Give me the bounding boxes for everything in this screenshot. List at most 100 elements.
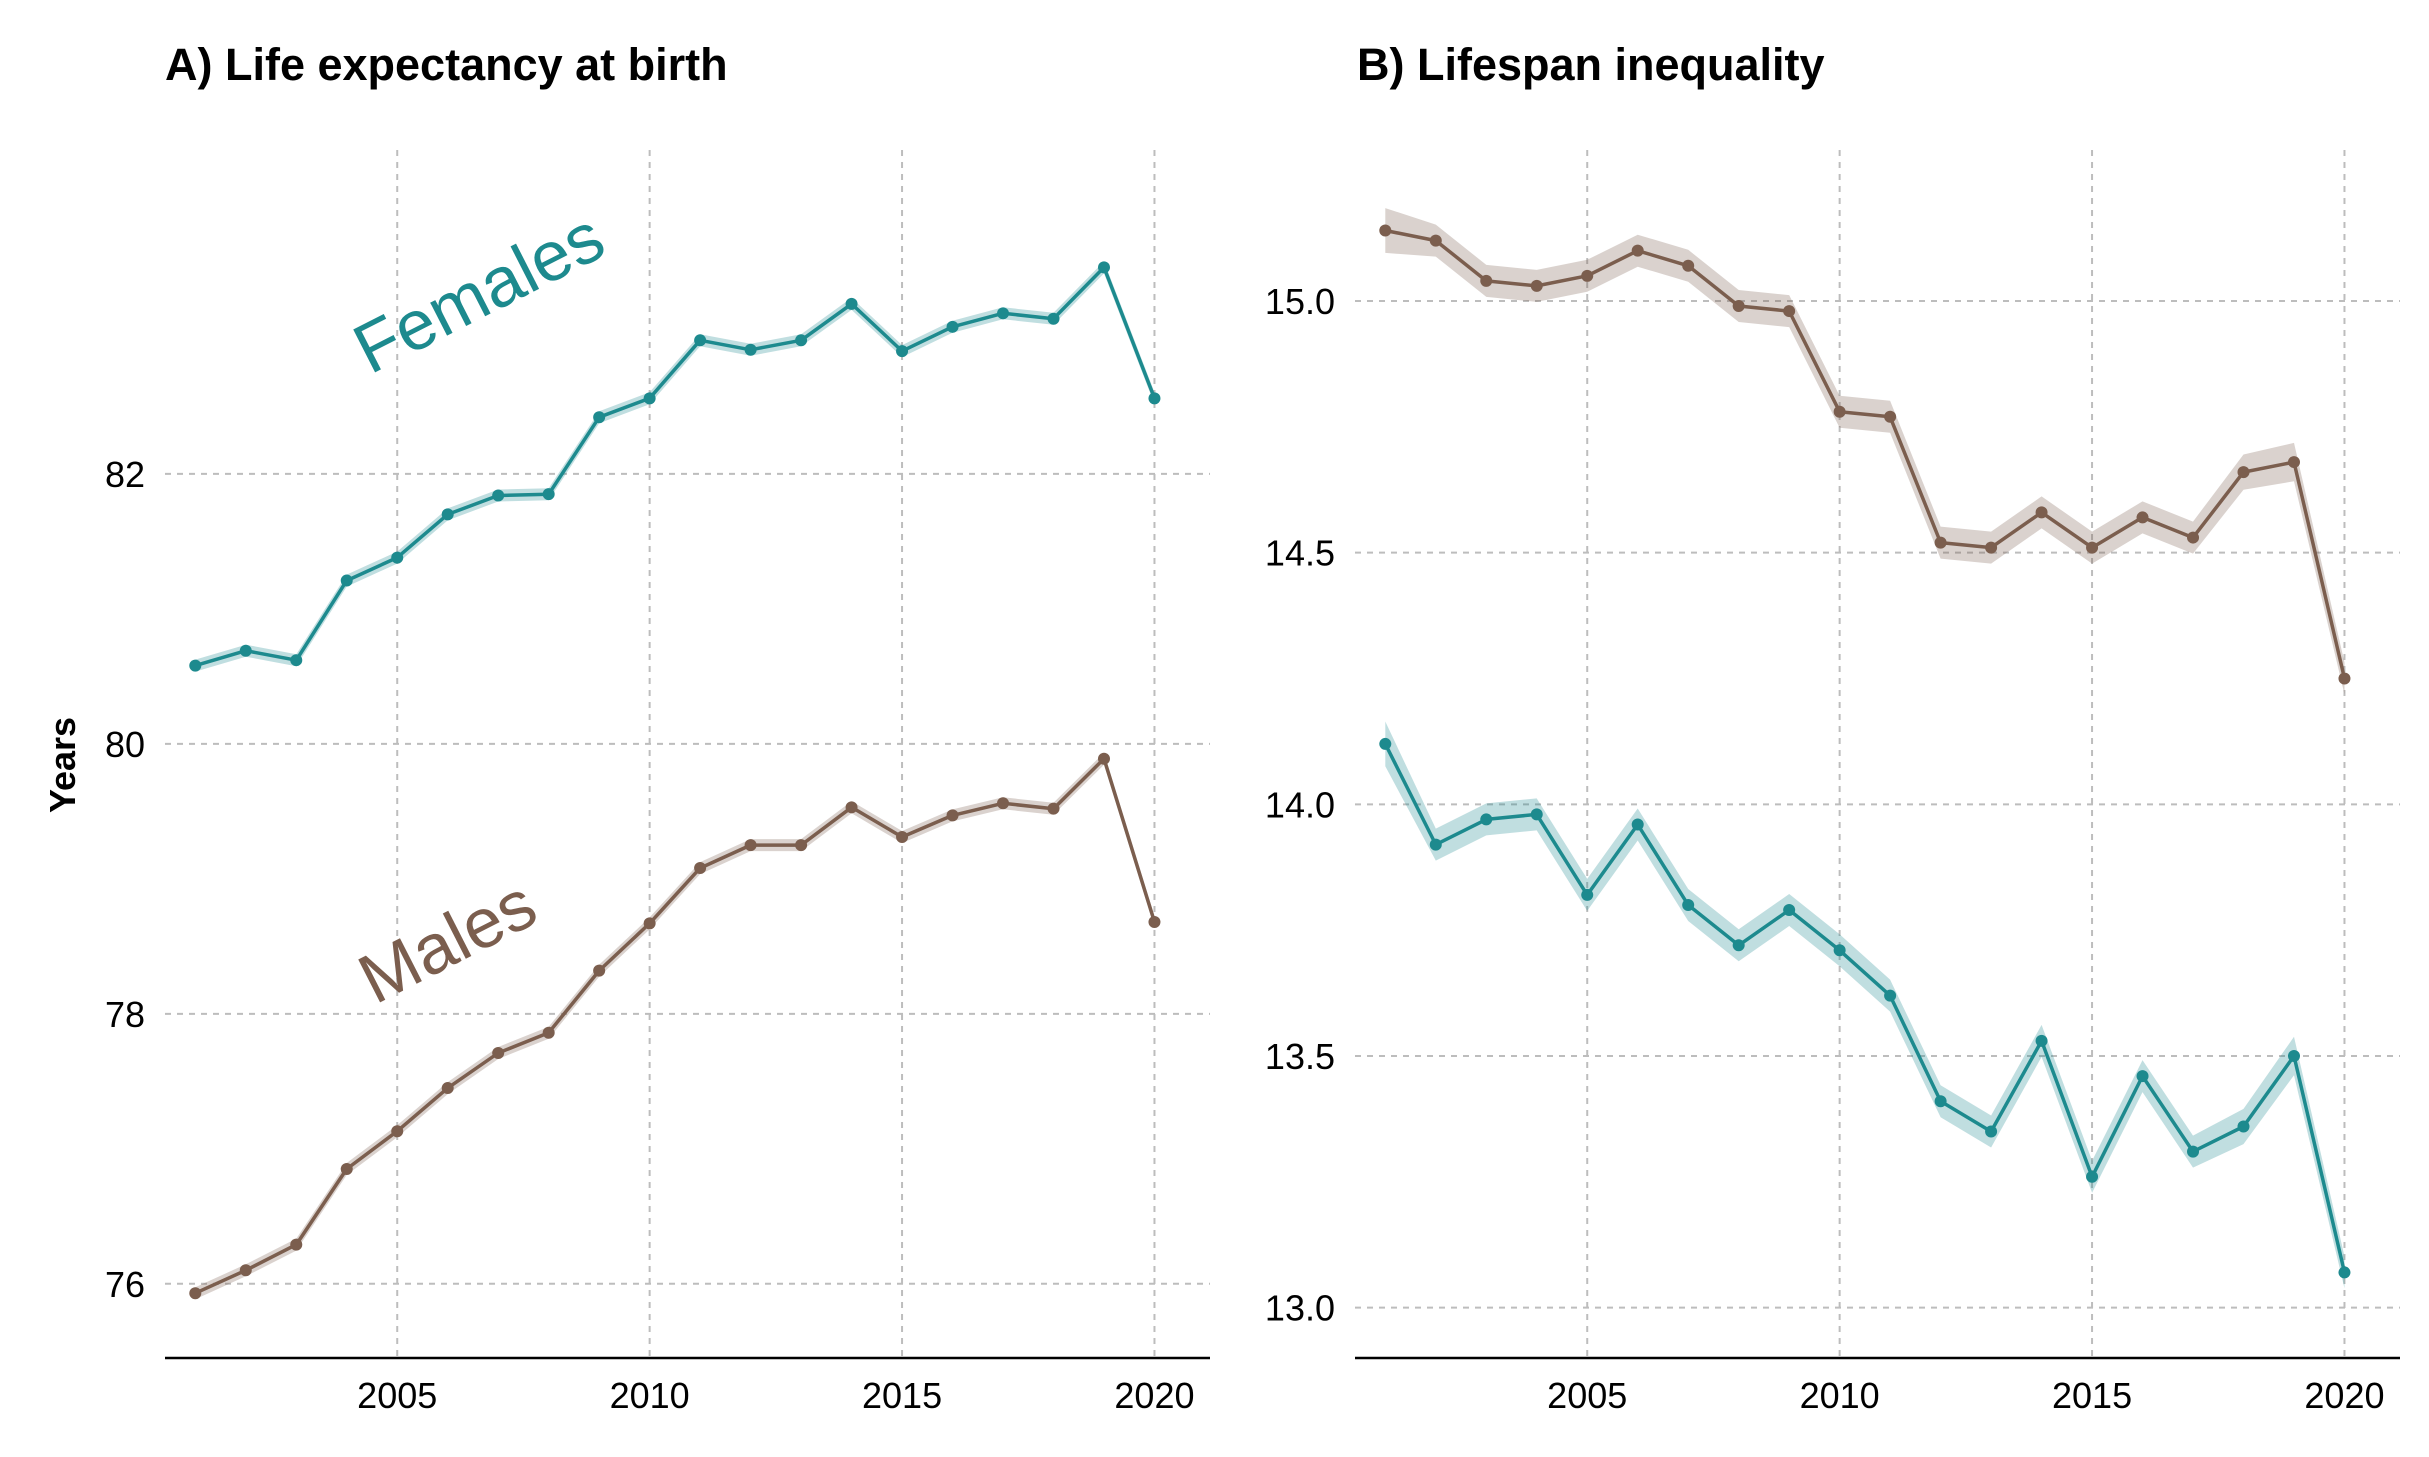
data-point bbox=[795, 839, 808, 852]
x-tick-label: 2015 bbox=[2052, 1375, 2132, 1416]
data-point bbox=[1530, 808, 1543, 821]
data-point bbox=[1429, 234, 1442, 247]
data-point bbox=[1047, 802, 1060, 815]
data-point bbox=[2086, 1170, 2099, 1183]
data-point bbox=[896, 831, 909, 844]
x-tick-label: 2015 bbox=[862, 1375, 942, 1416]
data-point bbox=[492, 1046, 505, 1059]
data-point bbox=[1631, 818, 1644, 831]
data-point bbox=[946, 809, 959, 822]
data-point bbox=[1732, 939, 1745, 952]
data-point bbox=[2136, 511, 2149, 524]
confidence-band bbox=[195, 752, 1155, 1300]
data-point bbox=[542, 488, 555, 501]
panel-b-tick-labels: 2005 2010 2015 2020 13.0 13.5 14.0 14.5 15.0 bbox=[1265, 281, 2385, 1416]
data-point bbox=[1884, 410, 1897, 423]
data-point bbox=[1934, 536, 1947, 549]
data-point bbox=[2035, 1034, 2048, 1047]
series-line bbox=[1384, 228, 2347, 679]
data-point bbox=[1732, 300, 1745, 313]
data-point bbox=[896, 345, 909, 358]
data-point bbox=[2035, 506, 2048, 519]
data-point bbox=[1581, 888, 1594, 901]
data-point bbox=[2237, 466, 2250, 479]
panel-a-data-points bbox=[189, 261, 1161, 1300]
data-point bbox=[643, 392, 656, 405]
x-tick-label: 2010 bbox=[1800, 1375, 1880, 1416]
x-tick-label: 2005 bbox=[357, 1375, 437, 1416]
data-point bbox=[997, 797, 1010, 810]
data-point bbox=[441, 1082, 454, 1095]
data-point bbox=[1480, 813, 1493, 826]
data-point bbox=[845, 297, 858, 310]
data-point bbox=[1581, 269, 1594, 282]
x-tick-label: 2010 bbox=[610, 1375, 690, 1416]
y-tick-label: 15.0 bbox=[1265, 281, 1335, 322]
data-point bbox=[593, 411, 606, 424]
data-point bbox=[1884, 989, 1897, 1002]
data-point bbox=[1934, 1095, 1947, 1108]
x-tick-label: 2005 bbox=[1547, 1375, 1627, 1416]
y-tick-label: 78 bbox=[105, 994, 145, 1035]
series-line bbox=[194, 756, 1157, 1295]
data-point bbox=[542, 1026, 555, 1039]
series-line bbox=[194, 265, 1157, 668]
data-point bbox=[1783, 305, 1796, 318]
panel-b-grid bbox=[1355, 150, 2400, 1358]
confidence-band bbox=[1385, 721, 2345, 1289]
data-point bbox=[1985, 541, 1998, 554]
data-point bbox=[189, 1287, 202, 1300]
data-point bbox=[946, 320, 959, 333]
data-point bbox=[2338, 672, 2351, 685]
data-point bbox=[2086, 541, 2099, 554]
data-point bbox=[1097, 261, 1110, 274]
data-point bbox=[340, 1163, 353, 1176]
data-point bbox=[391, 551, 404, 564]
data-point bbox=[845, 801, 858, 814]
data-point bbox=[2187, 531, 2200, 544]
data-point bbox=[1530, 279, 1543, 292]
panel-a-series-lines bbox=[194, 265, 1157, 1295]
y-tick-label: 13.0 bbox=[1265, 1288, 1335, 1329]
y-tick-label: 14.0 bbox=[1265, 784, 1335, 825]
panel-a-tick-labels: 2005 2010 2015 2020 76 78 80 82 bbox=[105, 454, 1195, 1416]
data-point bbox=[2237, 1120, 2250, 1133]
data-point bbox=[391, 1125, 404, 1138]
data-point bbox=[1631, 244, 1644, 257]
data-point bbox=[239, 1264, 252, 1277]
panel-b-series-lines bbox=[1383, 228, 2347, 1273]
data-point bbox=[1833, 944, 1846, 957]
data-point bbox=[1480, 274, 1493, 287]
data-point bbox=[694, 334, 707, 347]
data-point bbox=[1047, 312, 1060, 325]
panel-lifespan-inequality: B) Lifespan inequality 2005 2010 2015 2020 1… bbox=[1265, 39, 2400, 1416]
series-label: Males bbox=[346, 864, 548, 1018]
panel-a-series-labels: Females Males bbox=[341, 197, 616, 1018]
data-point bbox=[290, 1238, 303, 1251]
data-point bbox=[1148, 916, 1161, 929]
confidence-band bbox=[195, 261, 1155, 672]
data-point bbox=[1148, 392, 1161, 405]
data-point bbox=[1097, 752, 1110, 765]
data-point bbox=[1833, 405, 1846, 418]
data-point bbox=[290, 654, 303, 667]
data-point bbox=[1379, 737, 1392, 750]
panel-a-confidence-bands bbox=[195, 261, 1155, 1300]
data-point bbox=[239, 644, 252, 657]
confidence-band bbox=[1385, 208, 2345, 695]
data-point bbox=[643, 917, 656, 930]
data-point bbox=[1429, 838, 1442, 851]
data-point bbox=[2338, 1266, 2351, 1279]
data-point bbox=[340, 574, 353, 587]
data-point bbox=[441, 508, 454, 521]
data-point bbox=[2287, 456, 2300, 469]
y-tick-label: 80 bbox=[105, 724, 145, 765]
y-tick-label: 13.5 bbox=[1265, 1036, 1335, 1077]
data-point bbox=[2136, 1070, 2149, 1083]
data-point bbox=[2187, 1145, 2200, 1158]
panel-b-title: B) Lifespan inequality bbox=[1357, 39, 1825, 90]
data-point bbox=[2287, 1050, 2300, 1062]
panel-b-data-points bbox=[1379, 224, 2351, 1279]
series-label: Females bbox=[341, 197, 616, 388]
